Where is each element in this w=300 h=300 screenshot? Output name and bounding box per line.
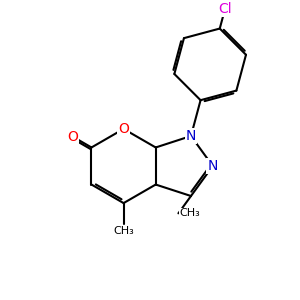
Text: O: O [118,122,129,136]
Text: Cl: Cl [218,2,232,16]
Text: CH₃: CH₃ [180,208,201,218]
Text: N: N [208,159,218,173]
Text: O: O [68,130,78,144]
Text: CH₃: CH₃ [113,226,134,236]
Text: N: N [186,129,196,143]
